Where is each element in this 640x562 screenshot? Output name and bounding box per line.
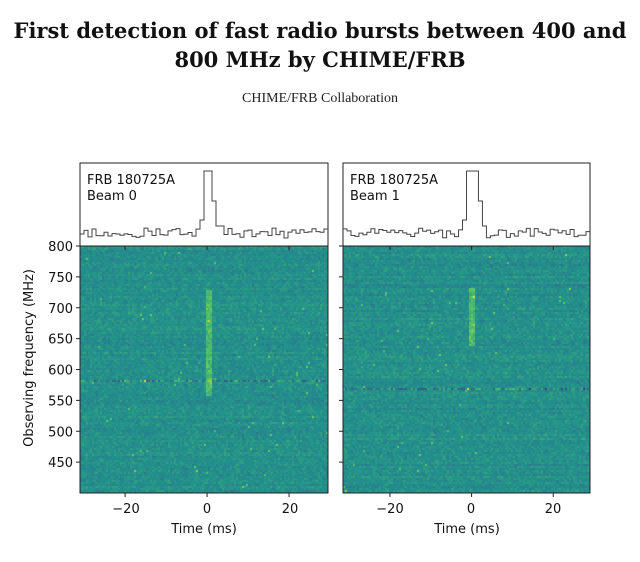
profile-line-beam-0 — [80, 170, 328, 239]
paper-title: First detection of fast radio bursts bet… — [0, 16, 640, 74]
waterfall-heatmap-beam-0 — [80, 246, 328, 493]
heatmap-frame-beam-0 — [79, 245, 329, 494]
y-tick-label: 550 — [48, 394, 73, 409]
y-tick-label: 600 — [48, 364, 73, 379]
waterfall-heatmap-beam-1 — [343, 246, 590, 493]
title-line-2: 800 MHz by CHIME/FRB — [174, 47, 466, 72]
x-axis-label-left: Time (ms) — [170, 522, 237, 537]
y-tick-label: 700 — [48, 302, 73, 317]
x-tick-left-0: 0 — [203, 502, 211, 517]
x-tick-right-0: 0 — [467, 502, 475, 517]
x-tick-left-20: 20 — [282, 502, 299, 517]
annotation-frb-name-0: FRB 180725A — [87, 173, 175, 188]
annotation-beam-1: Beam 1 — [350, 189, 400, 204]
y-tick-label: 650 — [48, 333, 73, 348]
x-axis-label-right: Time (ms) — [433, 522, 500, 537]
y-tick-label: 750 — [48, 271, 73, 286]
author: CHIME/FRB Collaboration — [242, 91, 398, 106]
annotation-frb-name-1: FRB 180725A — [350, 173, 438, 188]
x-tick-left-m20: −20 — [112, 502, 139, 517]
y-axis-label: Observing frequency (MHz) — [22, 269, 37, 447]
profile-line-beam-1 — [343, 170, 590, 239]
x-tick-right-m20: −20 — [376, 502, 403, 517]
heatmap-frame-beam-1 — [342, 245, 591, 494]
x-tick-right-20: 20 — [545, 502, 562, 517]
annotation-beam-0: Beam 0 — [87, 189, 137, 204]
title-line-1: First detection of fast radio bursts bet… — [13, 18, 627, 43]
y-tick-label: 450 — [48, 456, 73, 471]
y-tick-label: 500 — [48, 425, 73, 440]
y-tick-label: 800 — [48, 240, 73, 255]
